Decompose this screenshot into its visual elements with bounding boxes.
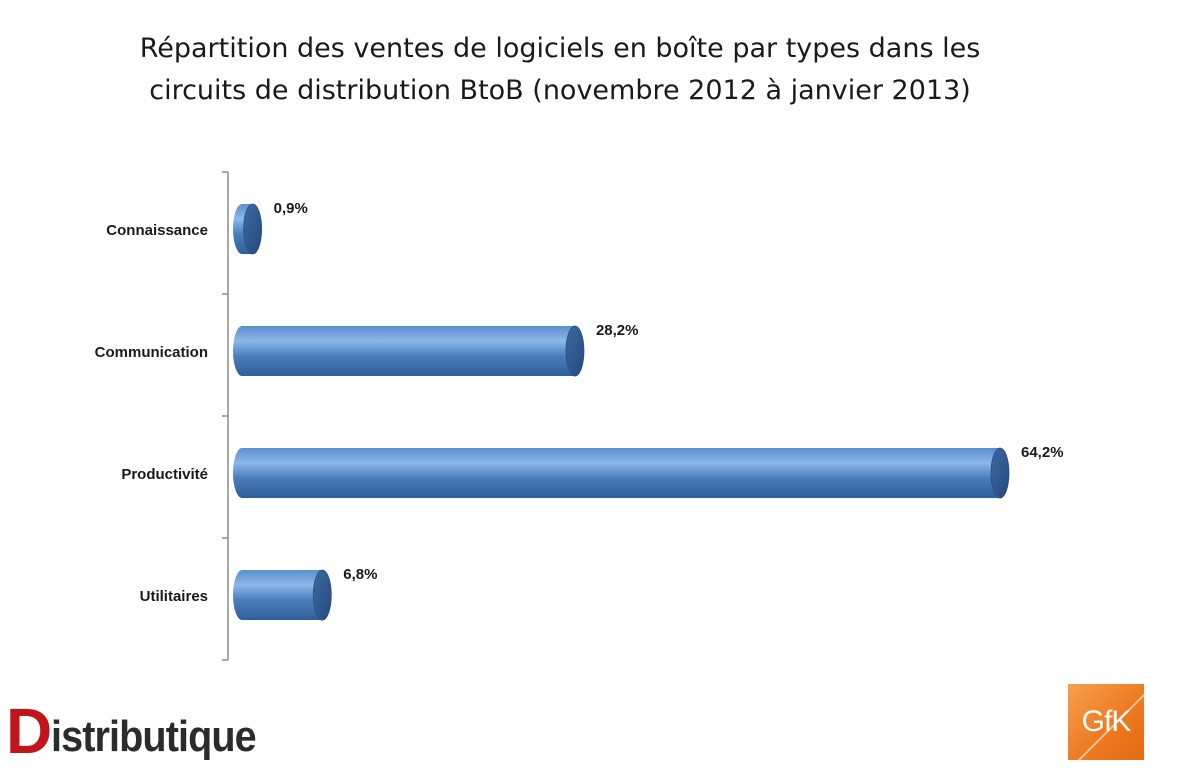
data-label: 64,2% — [1021, 444, 1064, 461]
data-label: 28,2% — [596, 322, 639, 339]
category-label: Communication — [95, 344, 208, 361]
bar — [242, 570, 323, 620]
bar — [242, 448, 1000, 498]
gfk-logo: GfK — [1068, 684, 1144, 760]
category-label: Utilitaires — [140, 588, 208, 605]
chart-title-line-1: Répartition des ventes de logiciels en b… — [139, 33, 981, 64]
distributique-logo-initial: D — [6, 695, 52, 767]
bar-end-cap — [312, 569, 332, 621]
data-label: 0,9% — [274, 200, 308, 217]
bar-end-cap — [990, 447, 1010, 499]
bar-start-cap — [233, 570, 251, 620]
bar-start-cap — [233, 326, 251, 376]
bars — [233, 203, 1010, 621]
category-axis — [222, 171, 229, 661]
chart-title: Répartition des ventes de logiciels en b… — [80, 28, 1040, 112]
gfk-logo-text: GfK — [1081, 705, 1132, 738]
data-label: 6,8% — [343, 566, 377, 583]
bar — [242, 326, 575, 376]
labels: Connaissance 0,9% Communication 28,2% Produc… — [95, 200, 1064, 605]
category-label: Productivité — [121, 466, 208, 483]
bar-end-cap — [243, 203, 263, 255]
distributique-logo: D istributique — [6, 688, 279, 763]
category-label: Connaissance — [106, 222, 208, 239]
distributique-logo-text: istributique — [51, 712, 257, 761]
bar-start-cap — [233, 448, 251, 498]
chart-title-line-2: circuits de distribution BtoB (novembre … — [149, 75, 971, 106]
bar-end-cap — [565, 325, 585, 377]
